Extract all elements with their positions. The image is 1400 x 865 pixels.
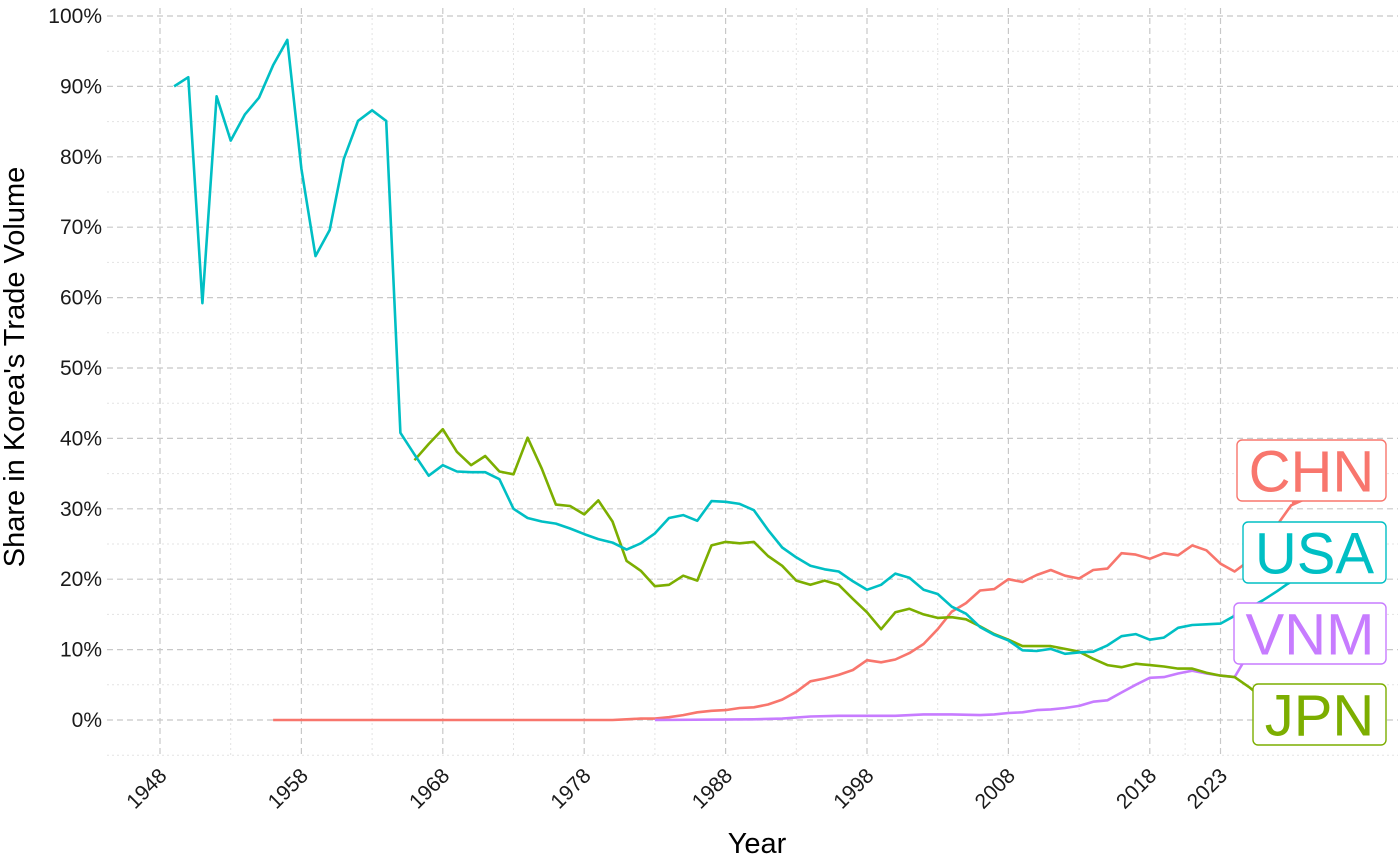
- x-tick-label: 1988: [688, 764, 737, 813]
- y-tick-label: 60%: [60, 287, 102, 310]
- x-tick-label: 2008: [971, 764, 1020, 813]
- series-line-usa: [173, 38, 1292, 656]
- y-tick-label: 50%: [60, 357, 102, 380]
- y-tick-label: 20%: [60, 568, 102, 591]
- series-lines: [173, 38, 1306, 722]
- end-label-text: VNM: [1246, 603, 1375, 668]
- major-gridlines: [107, 8, 1398, 758]
- x-axis-tick-labels: 1948 1958 1968 1978 1988 1998 2008 2018 2023: [122, 764, 1232, 813]
- end-label-text: USA: [1255, 522, 1375, 587]
- y-axis-tick-labels: 0% 10% 20% 30% 40% 50% 60% 70% 80% 90% 100%: [48, 5, 102, 732]
- end-label-text: CHN: [1249, 440, 1375, 505]
- end-label-text: JPN: [1265, 684, 1375, 749]
- y-tick-label: 70%: [60, 216, 102, 239]
- end-label-vnm: VNM: [1233, 602, 1387, 668]
- end-label-box: [1233, 602, 1387, 665]
- y-tick-label: 80%: [60, 146, 102, 169]
- x-tick-label: 1978: [546, 764, 595, 813]
- x-tick-label: 1958: [264, 764, 313, 813]
- y-tick-label: 90%: [60, 75, 102, 98]
- x-tick-label: 2023: [1183, 764, 1232, 813]
- x-tick-label: 2018: [1112, 764, 1161, 813]
- y-tick-label: 40%: [60, 427, 102, 450]
- minor-gridlines: [107, 8, 1398, 758]
- y-tick-label: 100%: [48, 5, 102, 28]
- x-tick-label: 1948: [122, 764, 171, 813]
- end-label-box: [1252, 683, 1387, 746]
- y-tick-label: 10%: [60, 639, 102, 662]
- y-tick-label: 30%: [60, 498, 102, 521]
- series-line-jpn: [413, 427, 1264, 700]
- end-label-box: [1242, 521, 1387, 584]
- end-label-chn: CHN: [1236, 439, 1387, 505]
- y-axis-title: Share in Korea's Trade Volume: [0, 167, 31, 568]
- end-label-box: [1236, 439, 1387, 502]
- y-tick-label: 0%: [72, 709, 102, 732]
- end-labels: CHN USA VNM JPN: [1233, 439, 1387, 749]
- end-label-usa: USA: [1242, 521, 1387, 587]
- end-label-jpn: JPN: [1252, 683, 1387, 749]
- x-axis-title: Year: [728, 828, 787, 860]
- x-tick-label: 1968: [405, 764, 454, 813]
- x-tick-label: 1998: [829, 764, 878, 813]
- series-line-vnm: [654, 650, 1264, 722]
- series-line-chn: [273, 497, 1306, 722]
